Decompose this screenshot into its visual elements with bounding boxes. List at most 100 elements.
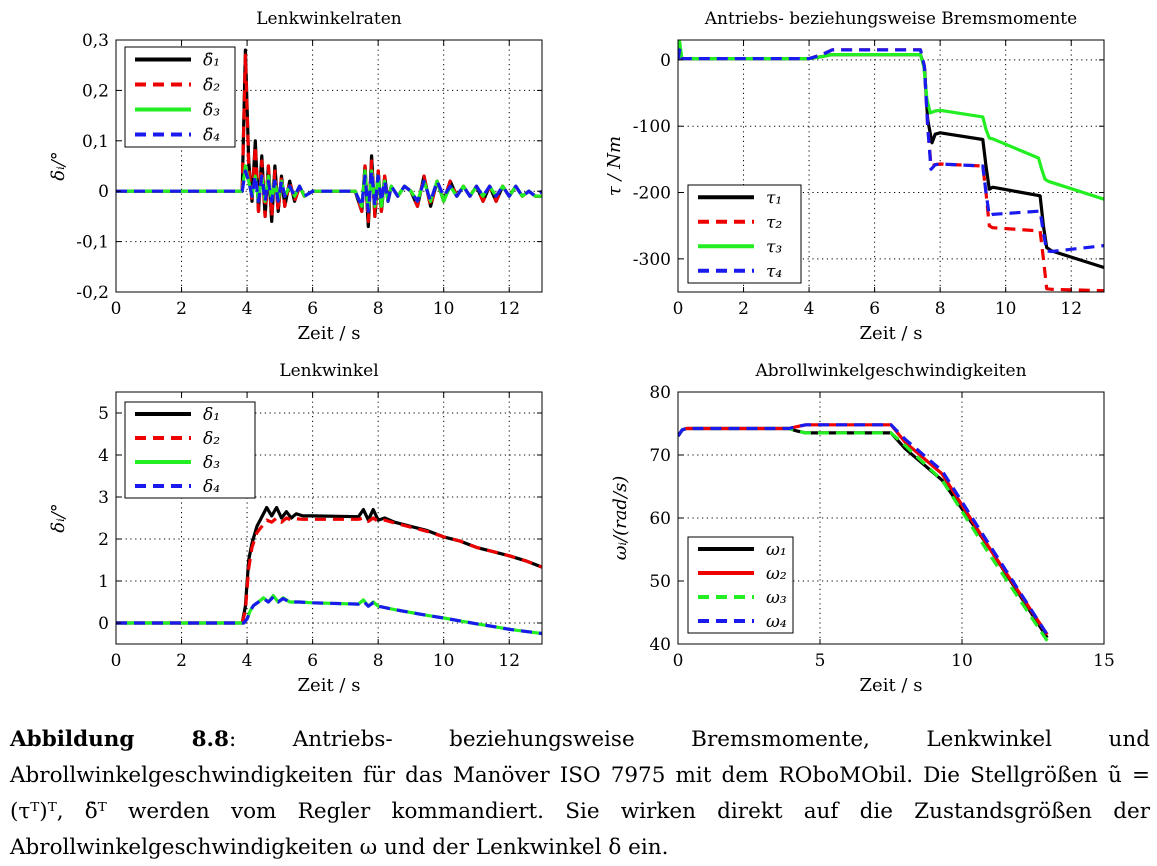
y-tick-label: 0,3 <box>82 31 109 51</box>
series-line-4 <box>678 48 1104 254</box>
y-axis-label: τ / Nm <box>604 136 625 196</box>
y-tick-label: 80 <box>649 383 671 403</box>
legend: δ₁ δ₂ δ₃ δ₄ <box>124 401 256 499</box>
caption-text: : Antriebs- beziehungsweise Bremsmomente… <box>10 727 1150 860</box>
legend-label-3: τ₃ <box>766 237 782 257</box>
y-tick-label: -0,1 <box>76 233 109 253</box>
chart-title: Abrollwinkelgeschwindigkeiten <box>754 361 1026 381</box>
y-tick-label: 2 <box>98 530 109 550</box>
x-tick-label: 8 <box>935 299 946 319</box>
legend-label-2: δ₂ <box>203 429 220 449</box>
x-tick-label: 10 <box>433 651 455 671</box>
legend-label-4: ω₄ <box>766 612 787 632</box>
figure: 0 2 4 6 8 10 12-0,2-0,100,10,20,3Lenkwinkelrat… <box>48 9 1115 696</box>
x-tick-label: 6 <box>307 651 318 671</box>
chart-title: Antriebs- beziehungsweise Bremsmomente <box>704 9 1077 29</box>
legend-box <box>124 46 236 148</box>
x-tick-label: 2 <box>176 299 187 319</box>
x-axis-label: Zeit / s <box>298 323 361 344</box>
y-tick-label: 0 <box>98 614 109 634</box>
plot-frame <box>115 39 543 293</box>
x-tick-label: 0 <box>673 299 684 319</box>
y-tick-label: 70 <box>649 446 671 466</box>
series-line-4 <box>116 595 542 636</box>
x-tick-label: 15 <box>1093 651 1115 671</box>
chart-title: Lenkwinkel <box>279 361 378 381</box>
x-tick-label: 12 <box>1060 299 1082 319</box>
legend-label-4: τ₄ <box>766 262 782 282</box>
y-tick-label: 40 <box>649 635 671 655</box>
y-tick-label: 4 <box>98 446 109 466</box>
chart-2: 0 2 4 6 8 10 12 -300 -200 -100 0 Antriebs- beziehun… <box>604 9 1105 344</box>
chart-4: 0 5 10 15 40 50 60 70 80 Abrollwinkelgeschwindigk… <box>610 361 1115 696</box>
x-tick-label: 2 <box>176 651 187 671</box>
y-tick-label: 1 <box>98 572 109 592</box>
x-axis-label: Zeit / s <box>860 323 923 344</box>
x-tick-label: 0 <box>111 299 122 319</box>
legend-label-2: τ₂ <box>766 213 782 233</box>
legend-label-2: ω₂ <box>766 564 787 584</box>
x-tick-label: 10 <box>995 299 1017 319</box>
figure-caption: Abbildung 8.8: Antriebs- beziehungsweise… <box>10 722 1150 866</box>
x-tick-label: 8 <box>373 651 384 671</box>
y-tick-label: 0 <box>98 182 109 202</box>
x-tick-label: 5 <box>815 651 826 671</box>
chart-1: 0 2 4 6 8 10 12 -0,2 -0,1 0 0,1 0,2 0,3 Lenkwinkelrat… <box>48 9 543 344</box>
series-line-4 <box>116 169 542 213</box>
x-tick-label: 10 <box>951 651 973 671</box>
legend-label-4: δ₄ <box>203 477 220 497</box>
legend-label-1: δ₁ <box>203 405 220 425</box>
series-line-3 <box>678 40 1104 201</box>
series-line-2 <box>116 516 542 625</box>
series-line-2 <box>116 53 542 223</box>
y-tick-label: 0,2 <box>82 81 109 101</box>
y-tick-label: 5 <box>98 404 109 424</box>
y-axis-label: ωᵢ/(rad/s) <box>610 476 631 561</box>
legend-box <box>687 536 794 634</box>
chart-title: Lenkwinkelraten <box>256 9 401 29</box>
legend-box <box>687 184 802 284</box>
series-group <box>678 423 1049 642</box>
x-tick-label: 8 <box>373 299 384 319</box>
x-tick-label: 0 <box>111 651 122 671</box>
legend-label-1: τ₁ <box>766 188 782 208</box>
y-axis-label: δᵢ/° <box>48 151 69 181</box>
plot-frame <box>677 39 1105 293</box>
x-tick-label: 6 <box>307 299 318 319</box>
x-tick-label: 0 <box>673 651 684 671</box>
x-tick-label: 10 <box>433 299 455 319</box>
y-tick-label: 60 <box>649 509 671 529</box>
legend: δ̇₁ δ̇₂ δ̇₃ δ̇₄ <box>124 46 236 148</box>
x-axis-label: Zeit / s <box>298 675 361 696</box>
x-tick-label: 4 <box>242 651 253 671</box>
x-tick-label: 4 <box>804 299 815 319</box>
x-tick-label: 2 <box>738 299 749 319</box>
legend-label-1: ω₁ <box>766 540 787 560</box>
y-tick-label: -100 <box>633 117 671 137</box>
series-group <box>678 40 1104 292</box>
caption-label: Abbildung 8.8 <box>10 727 229 752</box>
plot-frame <box>115 391 543 645</box>
series-group <box>116 505 542 636</box>
y-axis-label: δᵢ/° <box>48 503 69 533</box>
x-tick-label: 4 <box>242 299 253 319</box>
legend-label-1: δ̇₁ <box>203 51 220 71</box>
legend-label-2: δ̇₂ <box>203 76 220 96</box>
legend: ω₁ ω₂ ω₃ ω₄ <box>687 536 794 634</box>
legend-label-4: δ̇₄ <box>203 126 220 146</box>
x-axis-label: Zeit / s <box>860 675 923 696</box>
legend-label-3: ω₃ <box>766 588 787 608</box>
y-tick-label: 3 <box>98 488 109 508</box>
x-tick-label: 6 <box>869 299 880 319</box>
legend-box <box>124 401 256 499</box>
legend-label-3: δ₃ <box>203 453 220 473</box>
x-tick-label: 12 <box>498 299 520 319</box>
y-tick-label: -0,2 <box>76 283 109 303</box>
series-line-4 <box>678 423 1049 636</box>
x-tick-label: 12 <box>498 651 520 671</box>
y-tick-label: 50 <box>649 572 671 592</box>
y-tick-label: -200 <box>633 184 671 204</box>
legend: τ₁ τ₂ τ₃ τ₄ <box>687 184 802 284</box>
y-tick-label: 0,1 <box>82 132 109 152</box>
